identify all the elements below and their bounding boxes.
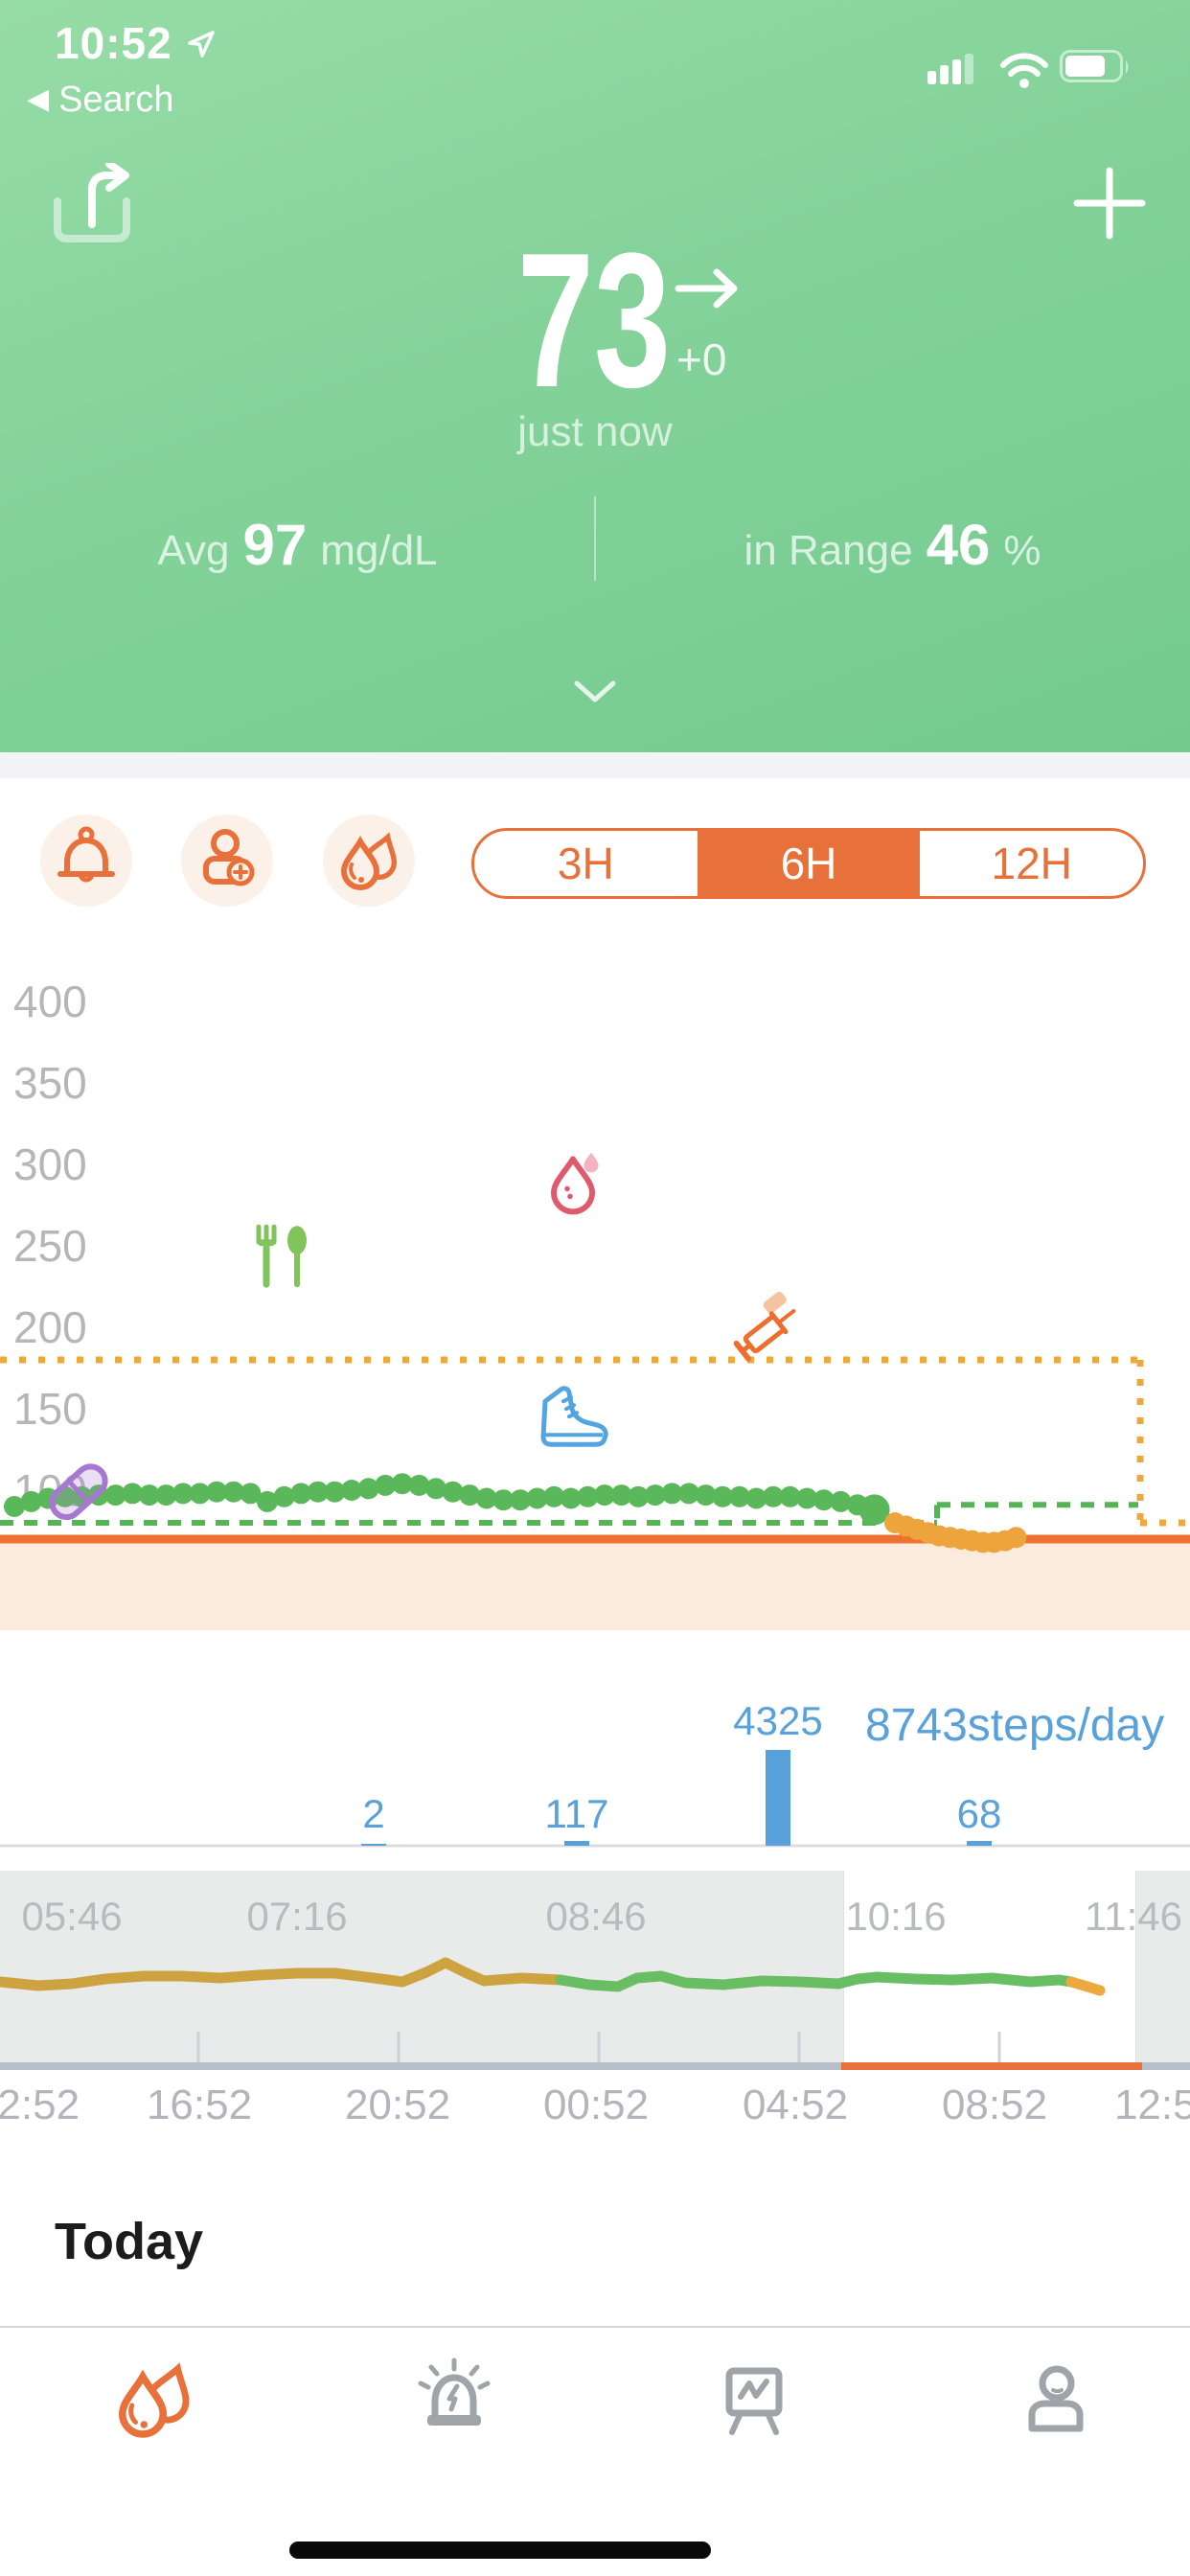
header-shadow-strip: [0, 752, 1190, 778]
today-section-title: Today: [55, 2213, 204, 2270]
scrubber-time-08:46: 08:46: [545, 1894, 647, 1939]
glucose-header: 10:52 ◀ Search 73 +0 just now: [0, 0, 1190, 752]
y-tick-150: 150: [13, 1384, 87, 1434]
glucose-in-range-series: [4, 1473, 890, 1526]
home-indicator[interactable]: [289, 2542, 711, 2559]
stats-row: Avg 97 mg/dL in Range 46 %: [0, 498, 1190, 581]
back-triangle-icon: ◀: [27, 83, 50, 115]
y-tick-200: 200: [13, 1302, 87, 1352]
medication-pill-marker[interactable]: [46, 1460, 111, 1523]
steps-bar: [361, 1844, 386, 1846]
scrubber-track: [0, 2062, 1190, 2070]
glucose-chart[interactable]: [0, 958, 1190, 1639]
add-entry-icon[interactable]: [1071, 165, 1148, 242]
back-to-search[interactable]: ◀ Search: [27, 77, 173, 123]
avg-value: 97: [242, 513, 308, 577]
meal-utensils-marker[interactable]: [256, 1224, 307, 1288]
y-tick-400: 400: [13, 977, 87, 1026]
axis-time-00:52: 00:52: [542, 2082, 650, 2128]
steps-bar: [564, 1841, 589, 1846]
avg-unit: mg/dL: [320, 527, 438, 574]
profile-tab[interactable]: [1003, 2347, 1109, 2452]
alarm-bell-button[interactable]: [40, 815, 132, 907]
glucose-tab[interactable]: [101, 2347, 206, 2452]
axis-time-04:52: 04:52: [742, 2082, 849, 2128]
scrubber-selection-bar[interactable]: [841, 2062, 1142, 2070]
add-person-icon: [203, 829, 255, 886]
current-glucose-value: 73: [516, 214, 671, 427]
add-person-button[interactable]: [181, 815, 273, 907]
axis-time-12:52: 12:52: [0, 2082, 80, 2128]
share-icon[interactable]: [48, 163, 136, 253]
trend-arrow-icon: [675, 268, 738, 309]
scrubber-time-10:16: 10:16: [845, 1894, 947, 1939]
axis-time-12:52: 12:52: [1113, 2082, 1190, 2128]
steps-bar-value: 68: [957, 1791, 1002, 1836]
stats-tab[interactable]: [701, 2347, 807, 2452]
water-drops-icon: [340, 832, 397, 890]
in-range-label: in Range: [744, 527, 913, 574]
steps-chart: 2 117 4325 68 8743steps/day: [0, 1698, 1190, 1848]
axis-time-16:52: 16:52: [146, 2082, 253, 2128]
wifi-icon: [1000, 53, 1048, 88]
back-label: Search: [58, 79, 174, 120]
range-option-3h[interactable]: 3H: [557, 839, 614, 888]
y-tick-350: 350: [13, 1058, 87, 1108]
scrubber-older-data: [0, 1957, 566, 1991]
tab-bar: [0, 2326, 1190, 2576]
scrubber-time-05:46: 05:46: [21, 1894, 123, 1939]
time-range-selector: 3H 6H 12H: [471, 828, 1146, 899]
in-range-value: 46: [926, 513, 991, 577]
steps-bar: [967, 1841, 992, 1846]
chart-board-icon: [725, 2367, 783, 2435]
avg-stat: Avg 97 mg/dL: [0, 498, 595, 581]
y-tick-250: 250: [13, 1221, 87, 1271]
scrubber-window[interactable]: [843, 1871, 1136, 2062]
in-range-stat: in Range 46 %: [595, 498, 1190, 581]
alarm-bell-icon: [57, 826, 115, 883]
reading-timestamp: just now: [517, 408, 673, 455]
steps-bar-value: 117: [545, 1791, 609, 1836]
y-tick-300: 300: [13, 1139, 87, 1189]
in-range-unit: %: [1003, 527, 1041, 574]
alerts-tab[interactable]: [401, 2347, 507, 2452]
chevron-down-icon[interactable]: [572, 678, 618, 705]
timeline-scrubber[interactable]: 05:46 07:16 08:46 10:16 11:46: [0, 1871, 1190, 2062]
scrubber-in-range-data: [555, 1970, 1077, 1992]
range-option-6h[interactable]: 6H: [697, 831, 921, 896]
blood-calibration-drop-marker[interactable]: [551, 1152, 599, 1215]
battery-icon: [1060, 50, 1129, 82]
cellular-signal-icon: [927, 54, 973, 84]
exercise-boot-marker[interactable]: [540, 1386, 608, 1447]
stats-divider: [594, 496, 596, 581]
scrubber-time-11:46: 11:46: [1085, 1894, 1182, 1939]
glucose-low-series: [884, 1512, 1027, 1553]
water-drops-button[interactable]: [323, 815, 415, 907]
person-icon: [1028, 2365, 1084, 2432]
scrubber-recent-low-data: [1065, 1976, 1106, 1996]
location-icon: [188, 31, 215, 58]
steps-bar-value: 2: [362, 1791, 384, 1836]
glucose-delta: +0: [676, 334, 727, 384]
steps-daily-total: 8743steps/day: [865, 1700, 1164, 1751]
axis-time-08:52: 08:52: [941, 2082, 1048, 2128]
steps-bar-value: 4325: [733, 1698, 822, 1743]
insulin-syringe-marker[interactable]: [727, 1290, 803, 1362]
drops-icon: [118, 2362, 190, 2438]
axis-time-20:52: 20:52: [344, 2082, 451, 2128]
avg-label: Avg: [157, 527, 230, 574]
siren-icon: [418, 2358, 491, 2426]
steps-bar: [766, 1750, 790, 1846]
status-time: 10:52: [55, 18, 172, 68]
range-option-12h[interactable]: 12H: [991, 839, 1072, 888]
scrubber-time-07:16: 07:16: [246, 1894, 348, 1939]
